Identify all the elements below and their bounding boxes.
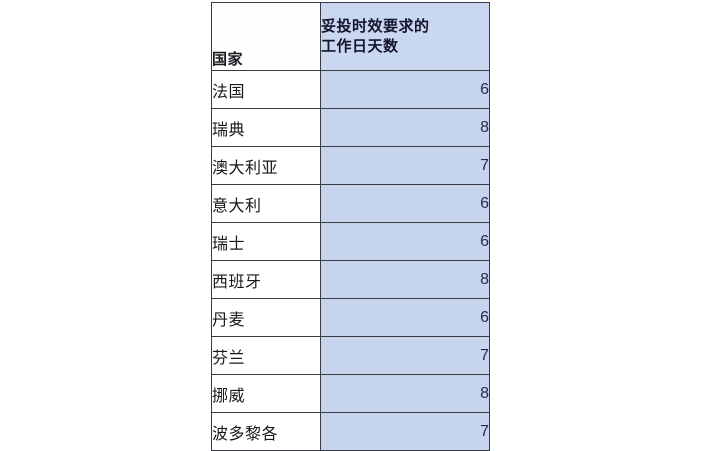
cell-delivery-days: 7 [320, 412, 490, 451]
cell-country: 挪威 [211, 374, 321, 413]
cell-country: 意大利 [211, 184, 321, 223]
column-header-delivery-days-line2: 工作日天数 [321, 37, 399, 55]
cell-delivery-days: 7 [320, 146, 490, 185]
cell-country: 芬兰 [211, 336, 321, 375]
delivery-time-table: 国家 妥投时效要求的 工作日天数 法国 6 瑞典 8 澳大利亚 7 意大利 6 瑞士 6 西班牙 8 丹… [211, 2, 490, 451]
cell-country: 瑞典 [211, 108, 321, 147]
cell-delivery-days: 6 [320, 222, 490, 261]
table-row: 瑞士 6 [211, 222, 490, 261]
table-row: 挪威 8 [211, 374, 490, 413]
column-header-country: 国家 [211, 2, 321, 71]
table-header-row: 国家 妥投时效要求的 工作日天数 [211, 2, 490, 71]
cell-delivery-days: 7 [320, 336, 490, 375]
table-row: 芬兰 7 [211, 336, 490, 375]
column-header-delivery-days-line1: 妥投时效要求的 [321, 17, 430, 35]
cell-country: 波多黎各 [211, 412, 321, 451]
table-row: 丹麦 6 [211, 298, 490, 337]
cell-country: 法国 [211, 70, 321, 109]
table-row: 法国 6 [211, 70, 490, 109]
cell-country: 澳大利亚 [211, 146, 321, 185]
cell-country: 丹麦 [211, 298, 321, 337]
cell-delivery-days: 8 [320, 108, 490, 147]
cell-country: 西班牙 [211, 260, 321, 299]
cell-delivery-days: 8 [320, 260, 490, 299]
cell-delivery-days: 6 [320, 298, 490, 337]
table-header: 国家 妥投时效要求的 工作日天数 [211, 2, 490, 71]
cell-delivery-days: 6 [320, 184, 490, 223]
table-row: 波多黎各 7 [211, 412, 490, 451]
cell-delivery-days: 6 [320, 70, 490, 109]
table-row: 瑞典 8 [211, 108, 490, 147]
table-row: 意大利 6 [211, 184, 490, 223]
table-row: 西班牙 8 [211, 260, 490, 299]
cell-delivery-days: 8 [320, 374, 490, 413]
table-body: 法国 6 瑞典 8 澳大利亚 7 意大利 6 瑞士 6 西班牙 8 丹麦 6 芬兰 7 挪威 8 波多黎各 7 [211, 70, 490, 451]
table-row: 澳大利亚 7 [211, 146, 490, 185]
column-header-delivery-days: 妥投时效要求的 工作日天数 [320, 2, 490, 71]
cell-country: 瑞士 [211, 222, 321, 261]
